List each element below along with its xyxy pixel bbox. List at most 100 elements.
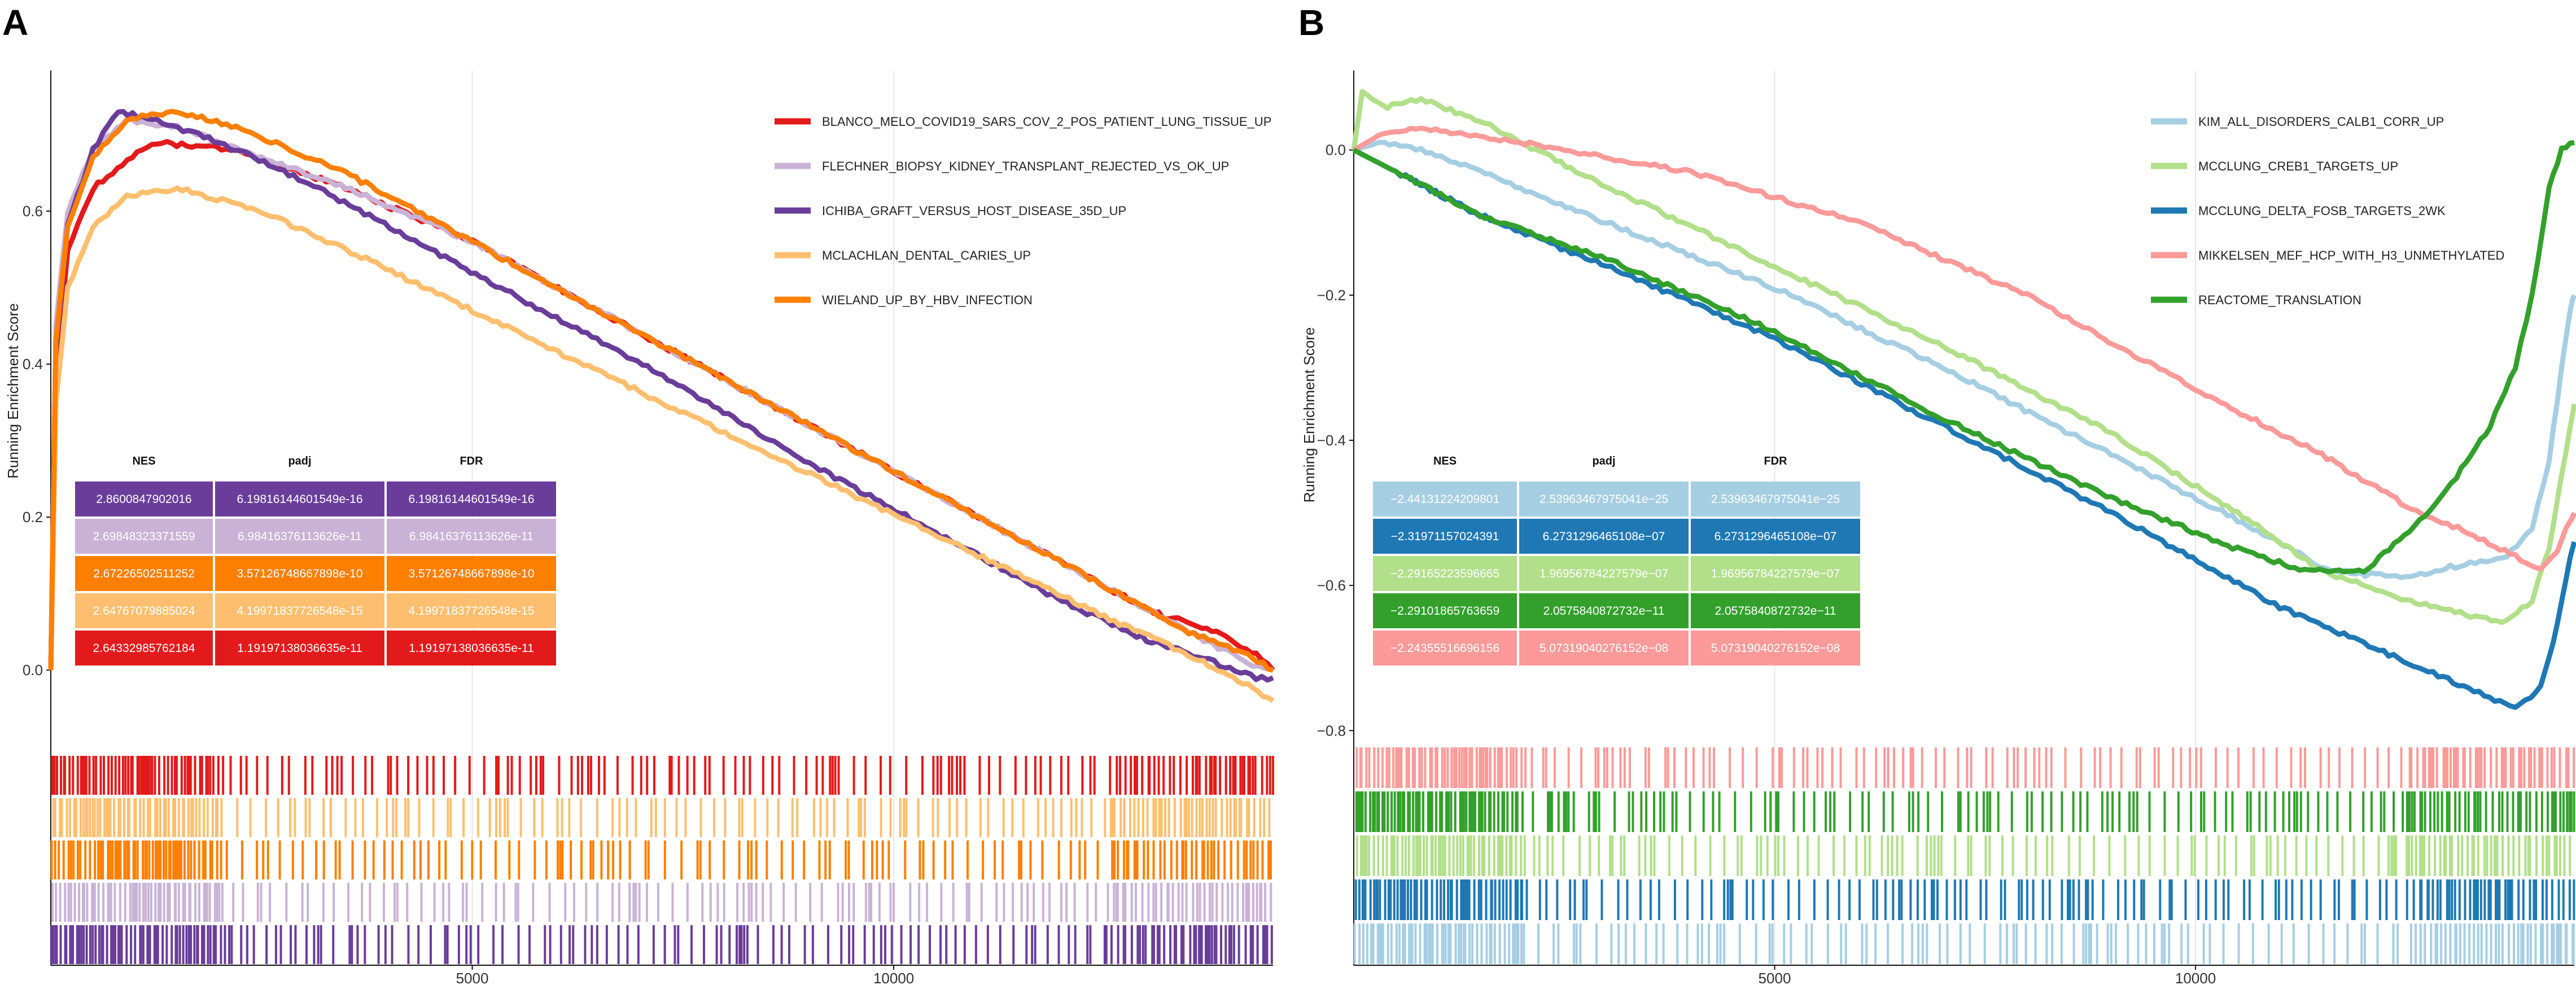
table-cell: 2.53963467975041e−25 — [1540, 493, 1668, 506]
table-cell-bg — [215, 481, 384, 516]
table-cell: 4.19971837726548e-15 — [237, 605, 362, 618]
table-cell: 2.8600847902016 — [96, 493, 191, 506]
table-cell: 2.67226502511252 — [93, 567, 194, 580]
legend-label: BLANCO_MELO_COVID19_SARS_COV_2_POS_PATIE… — [822, 115, 1271, 129]
table-cell-bg — [1373, 593, 1517, 628]
legend-label: MCLACHLAN_DENTAL_CARIES_UP — [822, 248, 1031, 262]
y-axis-title: Running Enrichment Score — [5, 303, 21, 479]
y-tick-label: 0.2 — [23, 509, 43, 526]
table-cell-bg — [215, 593, 384, 628]
y-tick-label: 0.4 — [23, 356, 43, 373]
table-cell-bg — [1519, 556, 1689, 591]
table-cell: 2.53963467975041e−25 — [1711, 493, 1840, 506]
table-cell-bg — [215, 556, 384, 591]
es-curve — [1351, 89, 2576, 625]
table-cell-bg — [1691, 593, 1860, 628]
table-cell: 2.69848323371559 — [93, 530, 195, 543]
table-cell-bg — [75, 593, 213, 628]
table-cell-bg — [1691, 631, 1860, 666]
table-cell: −2.29101865763659 — [1390, 605, 1499, 618]
table-cell-bg — [215, 631, 384, 666]
table-cell: 2.0575840872732e−11 — [1543, 605, 1664, 618]
table-cell-bg — [1373, 481, 1517, 516]
table-cell: 1.19197138036635e-11 — [237, 642, 362, 655]
x-tick-label: 10000 — [2175, 970, 2216, 985]
table-cell-bg — [215, 519, 384, 554]
table-cell: 5.07319040276152e−08 — [1711, 642, 1840, 655]
table-cell-bg — [1691, 556, 1860, 591]
table-cell-bg — [387, 519, 556, 554]
panel-label-a: A — [2, 2, 28, 43]
es-curve — [48, 108, 1274, 673]
y-tick-label: 0.6 — [23, 203, 43, 220]
es-curve — [1352, 125, 2576, 572]
table-header: padj — [1592, 455, 1615, 467]
legend-label: MCCLUNG_DELTA_FOSB_TARGETS_2WK — [2198, 204, 2446, 218]
legend-label: ICHIBA_GRAFT_VERSUS_HOST_DISEASE_35D_UP — [822, 204, 1126, 218]
table-cell: 6.2731296465108e−07 — [1543, 530, 1665, 543]
table-cell: 5.07319040276152e−08 — [1540, 642, 1668, 655]
y-axis-title: Running Enrichment Score — [1301, 327, 1318, 503]
table-cell-bg — [387, 556, 556, 591]
table-header: NES — [1433, 455, 1457, 467]
table-cell: −2.31971157024391 — [1391, 530, 1499, 543]
table-cell-bg — [75, 631, 213, 666]
y-tick-label: −0.4 — [1317, 432, 1346, 449]
table-cell-bg — [387, 481, 556, 516]
table-cell: 6.19816144601549e-16 — [408, 493, 534, 506]
table-cell-bg — [387, 631, 556, 666]
y-tick-label: 0.0 — [1326, 142, 1346, 159]
y-tick-label: −0.2 — [1317, 287, 1346, 304]
table-cell-bg — [75, 481, 213, 516]
table-cell: −2.29165223596665 — [1390, 567, 1499, 580]
table-header: FDR — [460, 455, 483, 467]
table-cell-bg — [1519, 593, 1689, 628]
es-curve — [1352, 140, 2575, 575]
table-cell: 1.96956784227579e−07 — [1540, 567, 1668, 580]
table-cell: 6.98416376113626e-11 — [409, 530, 533, 543]
table-cell: 6.19816144601549e-16 — [237, 493, 362, 506]
table-cell: 4.19971837726548e-15 — [408, 605, 534, 618]
table-cell-bg — [387, 593, 556, 628]
table-cell: 3.57126748667898e-10 — [408, 567, 534, 580]
table-cell: 6.2731296465108e−07 — [1715, 530, 1837, 543]
legend-label: REACTOME_TRANSLATION — [2198, 293, 2361, 307]
y-tick-label: 0.0 — [23, 662, 43, 678]
legend-label: FLECHNER_BIOPSY_KIDNEY_TRANSPLANT_REJECT… — [822, 159, 1229, 173]
es-curve — [1352, 147, 2576, 710]
table-cell: 2.0575840872732e−11 — [1715, 605, 1836, 618]
gsea-panel-b: 0.0 −0.2 −0.4 −0.6 −0.8 5000 10000 Running Enri… — [1301, 71, 2576, 985]
table-cell: 6.98416376113626e-11 — [238, 530, 362, 543]
table-header: NES — [132, 455, 155, 467]
table-cell-bg — [1519, 519, 1689, 554]
table-cell-bg — [1691, 519, 1860, 554]
table-header: padj — [288, 455, 311, 467]
table-cell: 2.64767079885024 — [93, 605, 195, 618]
table-header: FDR — [1764, 455, 1787, 467]
table-cell-bg — [75, 556, 213, 591]
es-curve — [48, 108, 1274, 683]
table-cell: 1.19197138036635e-11 — [409, 642, 534, 655]
legend-label: MIKKELSEN_MEF_HCP_WITH_H3_UNMETHYLATED — [2198, 248, 2504, 262]
gsea-panel-a: 0.0 0.2 0.4 0.6 5000 10000 Running Enrichment … — [5, 71, 1275, 985]
legend-label: WIELAND_UP_BY_HBV_INFECTION — [822, 293, 1033, 307]
es-curve — [1353, 139, 2576, 580]
table-cell: −2.24355516696156 — [1390, 642, 1499, 655]
table-cell-bg — [1519, 481, 1689, 516]
x-tick-label: 5000 — [1759, 970, 1791, 985]
es-curve — [48, 185, 1275, 703]
table-cell-bg — [1373, 631, 1517, 666]
x-tick-label: 10000 — [873, 970, 914, 985]
legend-label: KIM_ALL_DISORDERS_CALB1_CORR_UP — [2198, 115, 2444, 129]
legend-label: MCCLUNG_CREB1_TARGETS_UP — [2198, 159, 2398, 173]
y-tick-label: −0.8 — [1317, 722, 1346, 739]
table-cell: −2.44131224209801 — [1390, 493, 1499, 506]
table-cell: 1.96956784227579e−07 — [1711, 567, 1840, 580]
table-cell-bg — [1519, 631, 1689, 666]
y-tick-label: −0.6 — [1317, 577, 1346, 594]
panel-label-b: B — [1298, 2, 1324, 43]
table-cell-bg — [75, 519, 213, 554]
table-cell: 3.57126748667898e-10 — [237, 567, 362, 580]
x-tick-label: 5000 — [456, 970, 489, 985]
